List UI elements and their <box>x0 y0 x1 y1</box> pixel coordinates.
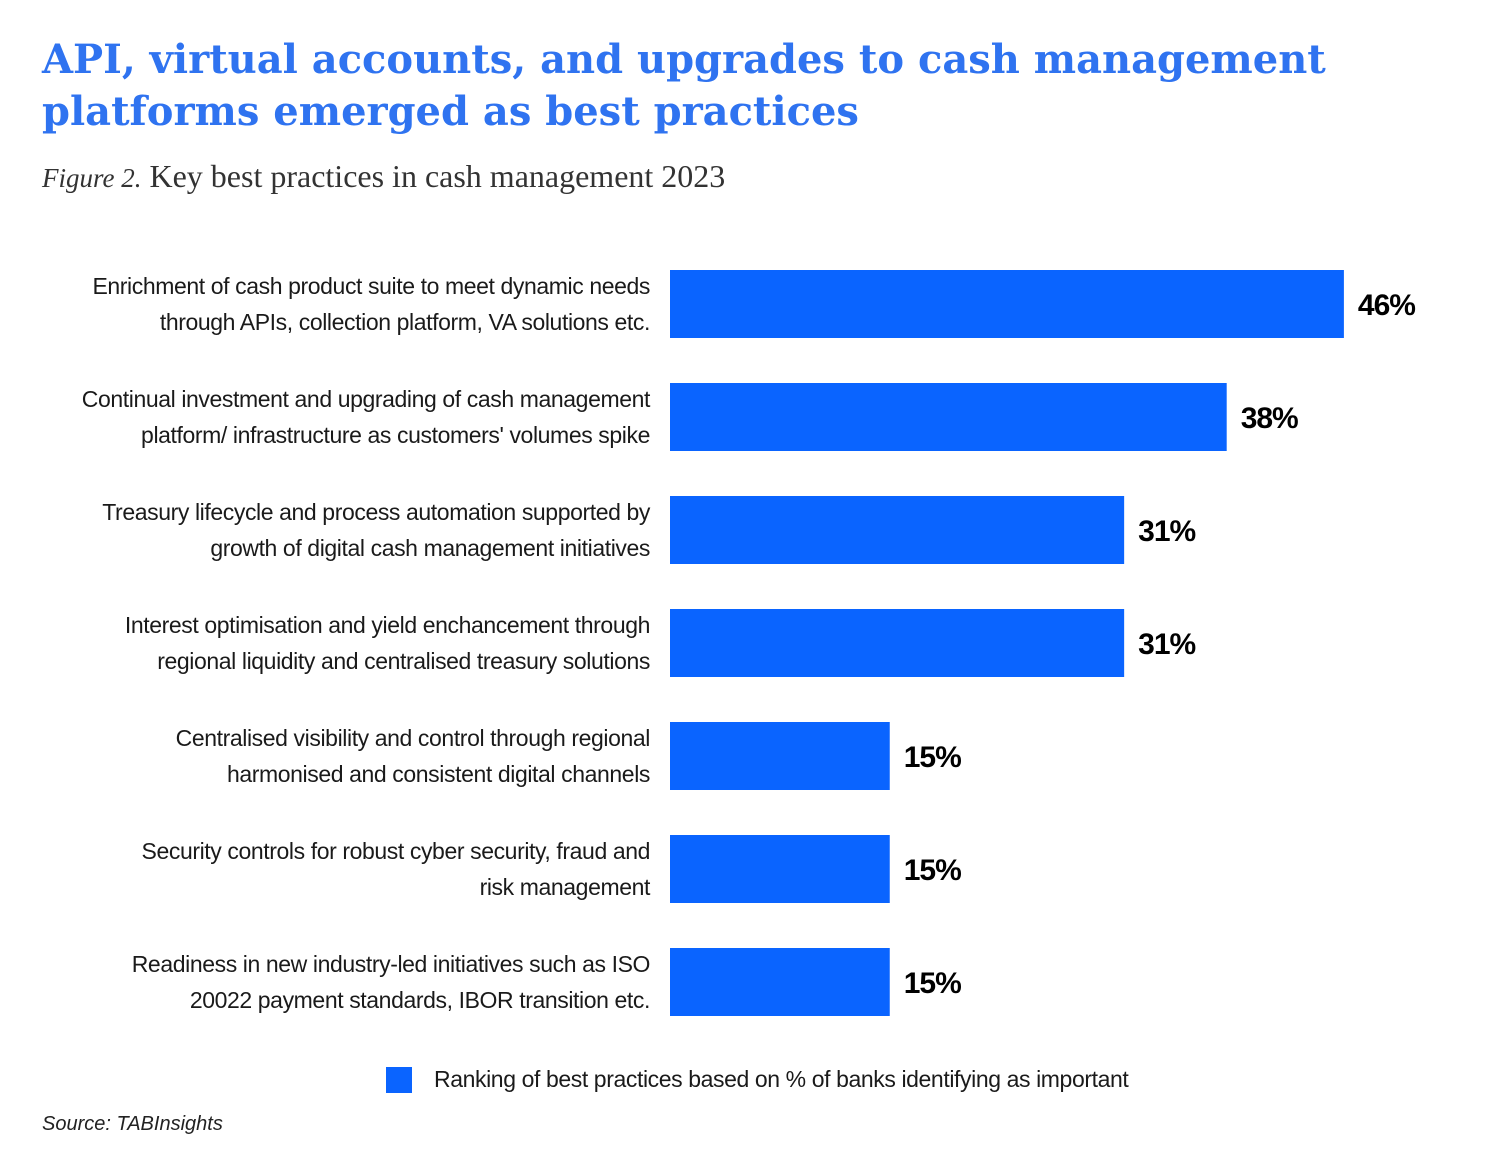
category-label-line: risk management <box>480 874 651 900</box>
legend: Ranking of best practices based on % of … <box>386 1066 1129 1093</box>
category-label-1: Enrichment of cash product suite to meet… <box>92 273 650 335</box>
category-label-line: platform/ infrastructure as customers' v… <box>141 422 650 448</box>
value-label-3: 31% <box>1138 515 1195 548</box>
figure-number: Figure 2. <box>42 163 142 193</box>
category-label-line: through APIs, collection platform, VA so… <box>160 309 650 335</box>
category-label-2: Continual investment and upgrading of ca… <box>82 386 651 448</box>
value-label-1: 46% <box>1358 289 1415 322</box>
chart-headline: API, virtual accounts, and upgrades to c… <box>42 36 1326 135</box>
value-label-6: 15% <box>904 854 961 887</box>
bar-7 <box>670 948 890 1016</box>
category-label-3: Treasury lifecycle and process automatio… <box>102 499 651 561</box>
value-label-5: 15% <box>904 741 961 774</box>
figure-title: Key best practices in cash management 20… <box>149 158 726 194</box>
bar-2 <box>670 383 1227 451</box>
category-label-line: regional liquidity and centralised treas… <box>157 648 650 674</box>
bar-5 <box>670 722 890 790</box>
value-label-4: 31% <box>1138 628 1195 661</box>
bar-1 <box>670 270 1344 338</box>
category-label-7: Readiness in new industry-led initiative… <box>132 951 650 1013</box>
legend-swatch <box>386 1066 412 1093</box>
category-label-line: Treasury lifecycle and process automatio… <box>102 499 651 525</box>
category-label-5: Centralised visibility and control throu… <box>176 725 650 787</box>
value-label-2: 38% <box>1241 402 1298 435</box>
category-label-line: Enrichment of cash product suite to meet… <box>92 273 650 299</box>
value-label-7: 15% <box>904 967 961 1000</box>
bar-chart: 46% Enrichment of cash product suite to m… <box>82 270 1416 1016</box>
category-label-line: 20022 payment standards, IBOR transition… <box>190 987 650 1013</box>
category-label-4: Interest optimisation and yield enchance… <box>125 612 650 674</box>
source-note: Source: TABInsights <box>42 1113 223 1135</box>
category-label-line: Centralised visibility and control throu… <box>176 725 650 751</box>
category-label-line: Readiness in new industry-led initiative… <box>132 951 650 977</box>
figure-caption: Figure 2. Key best practices in cash mana… <box>42 156 725 198</box>
category-label-line: Continual investment and upgrading of ca… <box>82 386 651 412</box>
category-label-6: Security controls for robust cyber secur… <box>142 838 651 900</box>
category-label-line: growth of digital cash management initia… <box>210 535 650 561</box>
bar-3 <box>670 496 1125 564</box>
category-label-line: Security controls for robust cyber secur… <box>142 838 650 864</box>
category-label-line: Interest optimisation and yield enchance… <box>125 612 650 638</box>
bar-6 <box>670 835 890 903</box>
bar-4 <box>670 609 1125 677</box>
category-label-line: harmonised and consistent digital channe… <box>227 761 650 787</box>
legend-label: Ranking of best practices based on % of … <box>434 1066 1129 1092</box>
